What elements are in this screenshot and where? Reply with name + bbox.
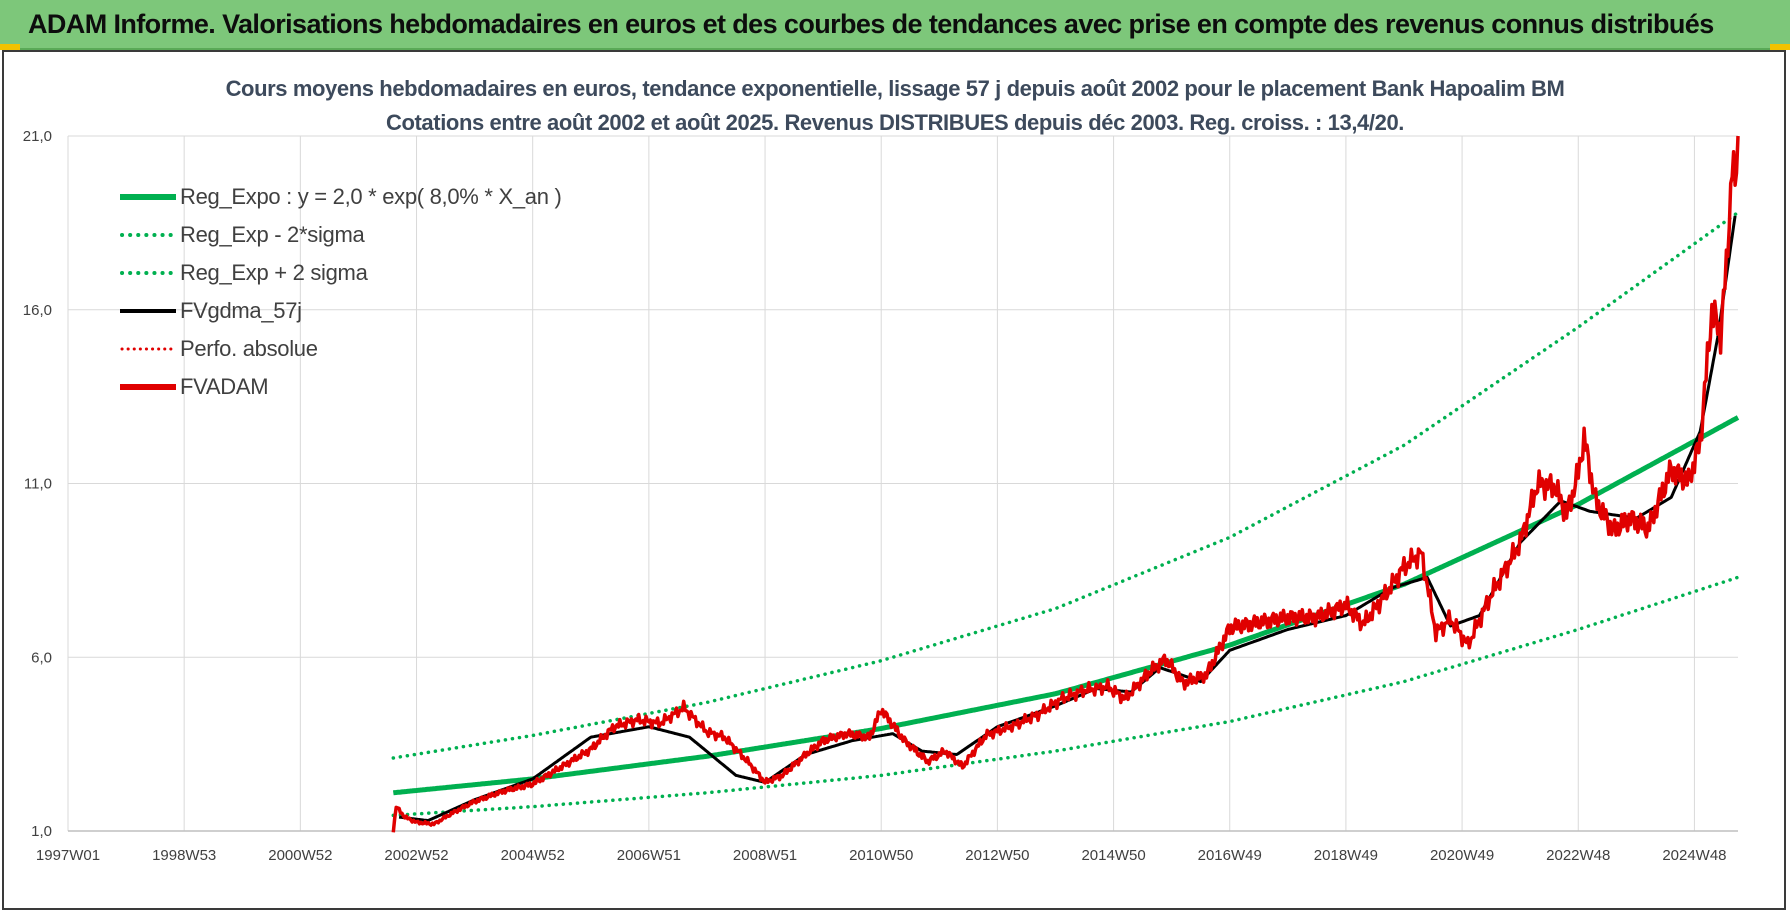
chart-title-line2: Cotations entre août 2002 et août 2025. … — [385, 110, 1404, 135]
legend-item-upper-band: Reg_Exp + 2 sigma — [120, 254, 561, 292]
legend-item-fvadam: FVADAM — [120, 368, 561, 406]
x-tick-label: 2006W51 — [617, 847, 681, 864]
series-line-smoothed — [398, 215, 1737, 823]
x-tick-label: 2010W50 — [849, 847, 913, 864]
legend-item-perfo: Perfo. absolue — [120, 330, 561, 368]
series-line-fvadam — [391, 135, 1740, 833]
x-tick-label: 2020W49 — [1430, 847, 1494, 864]
y-tick-label: 11,0 — [24, 476, 52, 493]
y-tick-label: 21,0 — [23, 128, 52, 145]
x-tick-label: 2008W51 — [733, 847, 797, 864]
report-banner: ADAM Informe. Valorisations hebdomadaire… — [0, 0, 1790, 50]
legend-item-smoothed: FVgdma_57j — [120, 292, 561, 330]
legend-label-fvadam: FVADAM — [180, 374, 269, 399]
series-line-regression — [392, 415, 1740, 796]
y-tick-label: 16,0 — [23, 302, 52, 319]
legend-swatch-smoothed — [120, 309, 176, 313]
y-tick-label: 1,0 — [31, 823, 52, 840]
corner-mark-left — [0, 44, 20, 50]
x-tick-label: 1997W01 — [36, 847, 100, 864]
series-line-lower-band — [391, 575, 1740, 818]
x-tick-label: 2002W52 — [384, 847, 448, 864]
legend-item-regression: Reg_Expo : y = 2,0 * exp( 8,0% * X_an ) — [120, 178, 562, 216]
chart-frame — [2, 50, 1786, 910]
y-tick-label: 6,0 — [31, 649, 52, 666]
legend-swatch-fvadam — [120, 384, 176, 390]
legend-label-upper-band: Reg_Exp + 2 sigma — [180, 260, 368, 285]
legend-label-perfo: Perfo. absolue — [180, 336, 318, 361]
legend-swatch-perfo — [120, 347, 176, 351]
chart-legend: Reg_Expo : y = 2,0 * exp( 8,0% * X_an ) … — [120, 178, 562, 406]
chart-title-line1: Cours moyens hebdomadaires en euros, ten… — [225, 76, 1565, 101]
legend-swatch-regression — [120, 194, 176, 200]
x-tick-label: 2000W52 — [268, 847, 332, 864]
x-tick-label: 2022W48 — [1546, 847, 1610, 864]
legend-swatch-upper-band — [120, 271, 176, 275]
legend-label-lower-band: Reg_Exp - 2*sigma — [180, 222, 365, 247]
report-title: ADAM Informe. Valorisations hebdomadaire… — [28, 9, 1714, 39]
legend-label-regression: Reg_Expo : y = 2,0 * exp( 8,0% * X_an ) — [180, 184, 562, 209]
legend-item-lower-band: Reg_Exp - 2*sigma — [120, 216, 561, 254]
x-tick-label: 2004W52 — [501, 847, 565, 864]
series-line-upper-band — [391, 210, 1740, 760]
x-tick-label: 2016W49 — [1198, 847, 1262, 864]
x-tick-label: 2018W49 — [1314, 847, 1378, 864]
legend-swatch-lower-band — [120, 233, 176, 237]
x-tick-label: 2012W50 — [965, 847, 1029, 864]
x-tick-label: 1998W53 — [152, 847, 216, 864]
corner-mark-right — [1770, 44, 1790, 50]
legend-label-smoothed: FVgdma_57j — [180, 298, 302, 323]
x-tick-label: 2014W50 — [1081, 847, 1145, 864]
x-tick-label: 2024W48 — [1662, 847, 1726, 864]
